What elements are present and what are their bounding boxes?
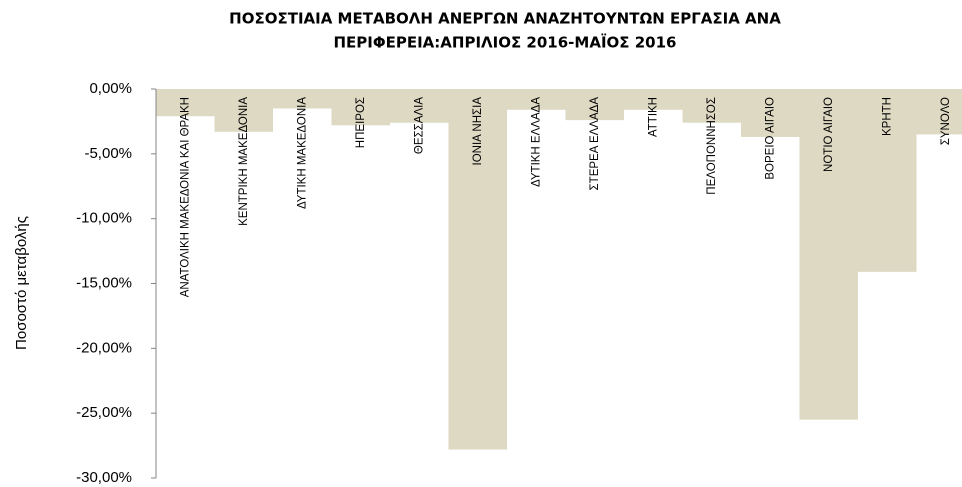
x-tick-label: ΑΝΑΤΟΛΙΚΗ ΜΑΚΕΔΟΝΙΑ ΚΑΙ ΘΡΑΚΗ bbox=[179, 97, 191, 297]
y-tick-label: -10,00% bbox=[76, 210, 132, 227]
bar bbox=[624, 89, 683, 110]
x-tick-label: ΔΥΤΙΚΗ ΕΛΛΑΔΑ bbox=[530, 97, 542, 187]
bar bbox=[565, 89, 624, 121]
x-tick-label: ΚΡΗΤΗ bbox=[881, 97, 893, 136]
y-tick-label: -5,00% bbox=[84, 145, 132, 162]
y-tick-label: -15,00% bbox=[76, 274, 132, 291]
bar bbox=[799, 89, 858, 420]
bar bbox=[273, 89, 332, 109]
chart-title: ΠΕΡΙΦΕΡΕΙΑ:ΑΠΡΙΛΙΟΣ 2016-ΜΑΪΟΣ 2016 bbox=[333, 33, 676, 52]
x-tick-label: ΣΥΝΟΛΟ bbox=[940, 97, 952, 145]
y-axis-label: Ποσοστό μεταβολής bbox=[13, 216, 30, 350]
bar bbox=[448, 89, 507, 450]
bar bbox=[331, 89, 390, 126]
bar bbox=[156, 89, 215, 117]
x-tick-label: ΙΟΝΙΑ ΝΗΣΙΑ bbox=[472, 97, 484, 166]
y-tick-label: -30,00% bbox=[76, 469, 132, 486]
x-tick-label: ΠΕΛΟΠΟΝΝΗΣΟΣ bbox=[706, 97, 718, 195]
bar bbox=[507, 89, 566, 110]
bar bbox=[741, 89, 800, 137]
x-tick-label: ΔΥΤΙΚΗ ΜΑΚΕΔΟΝΙΑ bbox=[296, 97, 308, 209]
bar bbox=[214, 89, 273, 132]
x-tick-label: ΘΕΣΣΑΛΙΑ bbox=[413, 97, 425, 154]
x-tick-label: ΑΤΤΙΚΗ bbox=[647, 97, 659, 137]
bar bbox=[390, 89, 449, 123]
bar bbox=[858, 89, 917, 272]
x-tick-label: ΚΕΝΤΡΙΚΗ ΜΑΚΕΔΟΝΙΑ bbox=[238, 97, 250, 226]
chart-title: ΠΟΣΟΣΤΙΑΙΑ ΜΕΤΑΒΟΛΗ ΑΝΕΡΓΩΝ ΑΝΑΖΗΤΟΥΝΤΩΝ… bbox=[229, 10, 781, 28]
y-tick-label: -25,00% bbox=[76, 404, 132, 421]
x-tick-label: ΗΠΕΙΡΟΣ bbox=[355, 97, 367, 148]
x-tick-label: ΝΟΤΙΟ ΑΙΓΑΙΟ bbox=[823, 97, 835, 172]
y-tick-label: 0,00% bbox=[89, 80, 132, 97]
y-tick-label: -20,00% bbox=[76, 339, 132, 356]
x-tick-label: ΣΤΕΡΕΑ ΕΛΛΑΔΑ bbox=[589, 97, 601, 191]
bar bbox=[682, 89, 741, 123]
x-tick-label: ΒΟΡΕΙΟ ΑΙΓΑΙΟ bbox=[764, 97, 776, 180]
bar bbox=[916, 89, 962, 135]
